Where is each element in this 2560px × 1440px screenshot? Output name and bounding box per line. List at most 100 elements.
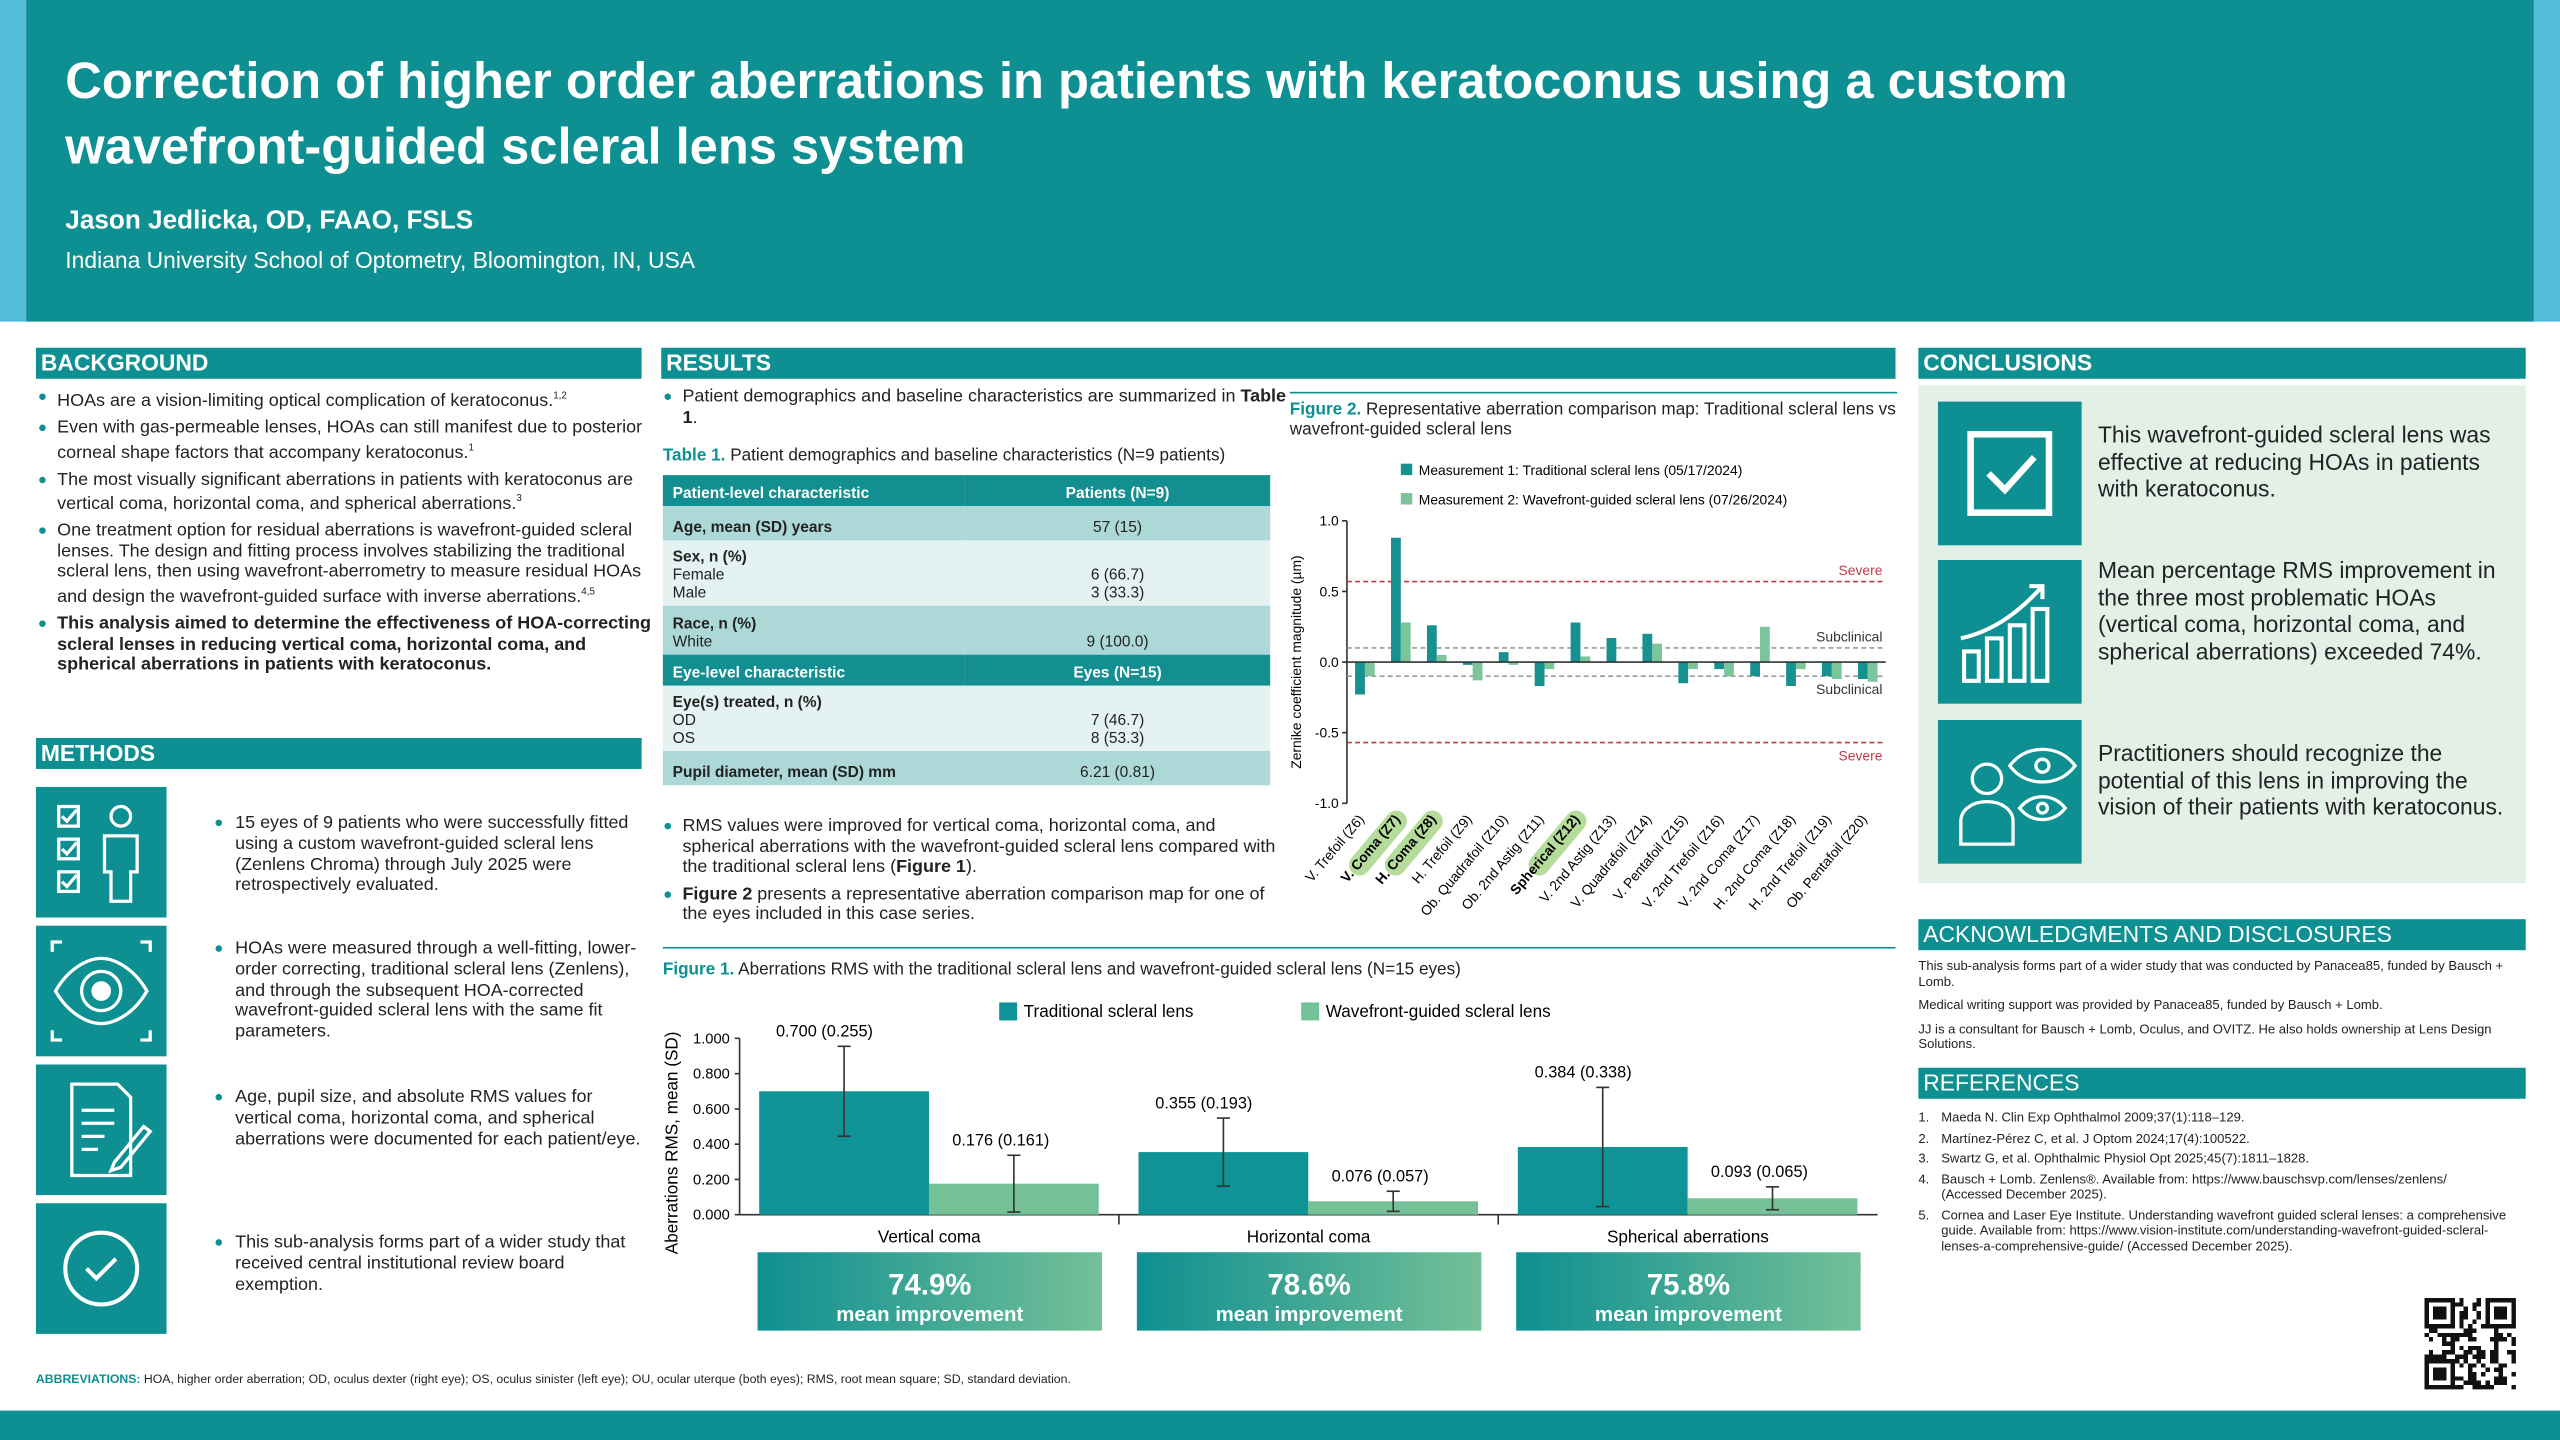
qr-module <box>2459 1297 2464 1303</box>
qr-module <box>2485 1319 2490 1325</box>
bar <box>1508 662 1519 665</box>
text: . <box>692 407 698 427</box>
author: Jason Jedlicka, OD, FAAO, FSLS <box>65 207 474 236</box>
row: Race, n (%) White 9 (100.0) <box>662 605 1271 655</box>
qr-module <box>2437 1358 2442 1364</box>
qr-module <box>2454 1385 2460 1390</box>
qr-module <box>2459 1354 2464 1359</box>
text: ). <box>965 857 977 877</box>
qr-module <box>2468 1324 2473 1329</box>
bar <box>1472 662 1483 681</box>
text: Maeda N. Clin Exp Ophthalmol 2009;37(1):… <box>1941 1110 2245 1125</box>
qr-module <box>2485 1306 2490 1312</box>
qr-module <box>2441 1371 2447 1377</box>
cell: 9 (100.0) <box>964 605 1271 655</box>
qr-module <box>2468 1371 2473 1377</box>
qr-module <box>2450 1332 2455 1338</box>
rect <box>57 837 80 861</box>
y-tick-label: 0.0 <box>1319 654 1339 670</box>
text: 8 (53.3) <box>1090 729 1145 748</box>
affiliation: Indiana University School of Optometry, … <box>65 246 696 273</box>
qr-module <box>2494 1324 2499 1329</box>
reference: 5. Cornea and Laser Eye Institute. Unders… <box>1918 1207 2506 1254</box>
text: Figure 2 <box>682 884 753 904</box>
qr-module <box>2459 1363 2464 1368</box>
circle <box>2034 757 2051 774</box>
rect <box>1984 636 2004 683</box>
qr-module <box>2511 1385 2516 1390</box>
rect <box>1967 431 2053 516</box>
cell: Eyes (N=15) <box>964 654 1271 686</box>
qr-module <box>2433 1328 2438 1333</box>
conclusion-text: Mean percentage RMS improvement in the t… <box>2097 556 2496 664</box>
qr-module <box>2468 1337 2473 1342</box>
cell: Race, n (%) White <box>662 605 965 655</box>
figure-caption: Figure 1. Aberrations RMS with the tradi… <box>663 960 1896 980</box>
path <box>1986 454 2037 495</box>
qr-module <box>2450 1319 2455 1325</box>
qr-module <box>2498 1311 2503 1316</box>
qr-module <box>2441 1358 2447 1364</box>
bar <box>1544 662 1555 670</box>
cell: 57 (15) <box>964 506 1271 541</box>
qr-module <box>2502 1315 2508 1320</box>
bar <box>1498 652 1509 663</box>
qr-module <box>2424 1302 2429 1307</box>
qr-module <box>2441 1306 2447 1312</box>
text: Figure 1 <box>896 857 966 877</box>
qr-module <box>2433 1297 2438 1303</box>
number: 1. <box>1918 1110 1930 1125</box>
bar <box>1570 622 1581 663</box>
qr-module <box>2485 1302 2490 1307</box>
bar <box>1750 662 1760 677</box>
qr-module <box>2511 1341 2516 1346</box>
qr-module <box>2481 1350 2486 1355</box>
acknowledgments: This sub-analysis forms part of a wider … <box>1918 958 2514 1060</box>
y-tick-label: 0.5 <box>1319 583 1339 599</box>
rule <box>662 946 1896 949</box>
error-bar <box>1216 1117 1230 1187</box>
legend-swatch <box>1400 463 1413 476</box>
qr-module <box>2433 1367 2438 1372</box>
error-bar <box>1596 1086 1610 1208</box>
text: Swartz G, et al. Ophthalmic Physiol Opt … <box>1941 1151 2310 1166</box>
qr-module <box>2494 1358 2499 1364</box>
qr-module <box>2489 1358 2495 1364</box>
qr-module <box>2428 1324 2434 1329</box>
improvement-value: 78.6% <box>1267 1269 1350 1302</box>
bar <box>1534 662 1545 687</box>
legend-label: Measurement 2: Wavefront-guided scleral … <box>1419 491 1788 507</box>
qr-module <box>2472 1363 2477 1368</box>
method-row: Age, pupil size, and absolute RMS values… <box>35 1064 640 1196</box>
text: presents a representative aberration com… <box>682 884 1265 925</box>
label: Figure 1. <box>662 959 735 980</box>
qr-module <box>2494 1306 2499 1312</box>
qr-module <box>2481 1324 2486 1329</box>
y-axis-label: Zernike coefficient magnitude (µm) <box>1288 555 1304 768</box>
label: Figure 2. <box>1289 399 1362 420</box>
qr-module <box>2489 1297 2495 1303</box>
circle <box>91 981 112 1001</box>
paragraph: Medical writing support was provided by … <box>1918 997 2383 1013</box>
section-heading: RESULTS <box>661 347 1896 379</box>
qr-module <box>2498 1363 2503 1368</box>
qr-module <box>2433 1311 2438 1316</box>
text: Martínez-Pérez C, et al. J Optom 2024;17… <box>1941 1130 2250 1146</box>
qr-module <box>2472 1380 2477 1386</box>
qr-module <box>2494 1332 2499 1338</box>
qr-module <box>2494 1315 2499 1320</box>
cell: 6 (66.7) 3 (33.3) <box>964 540 1271 606</box>
qr-module <box>2463 1306 2469 1312</box>
bar <box>1462 662 1473 665</box>
qr-module <box>2507 1297 2512 1303</box>
qr-module <box>2476 1302 2482 1307</box>
section-heading: METHODS <box>35 737 642 769</box>
table: Patient-level characteristic Patients (N=… <box>662 475 1271 786</box>
qr-module <box>2428 1385 2434 1390</box>
bar <box>1400 622 1411 663</box>
qr-module <box>2437 1376 2442 1381</box>
method-text: HOAs were measured through a well-fittin… <box>215 939 652 1043</box>
qr-module <box>2498 1371 2503 1377</box>
qr-module <box>2485 1297 2490 1303</box>
qr-module <box>2485 1324 2490 1329</box>
